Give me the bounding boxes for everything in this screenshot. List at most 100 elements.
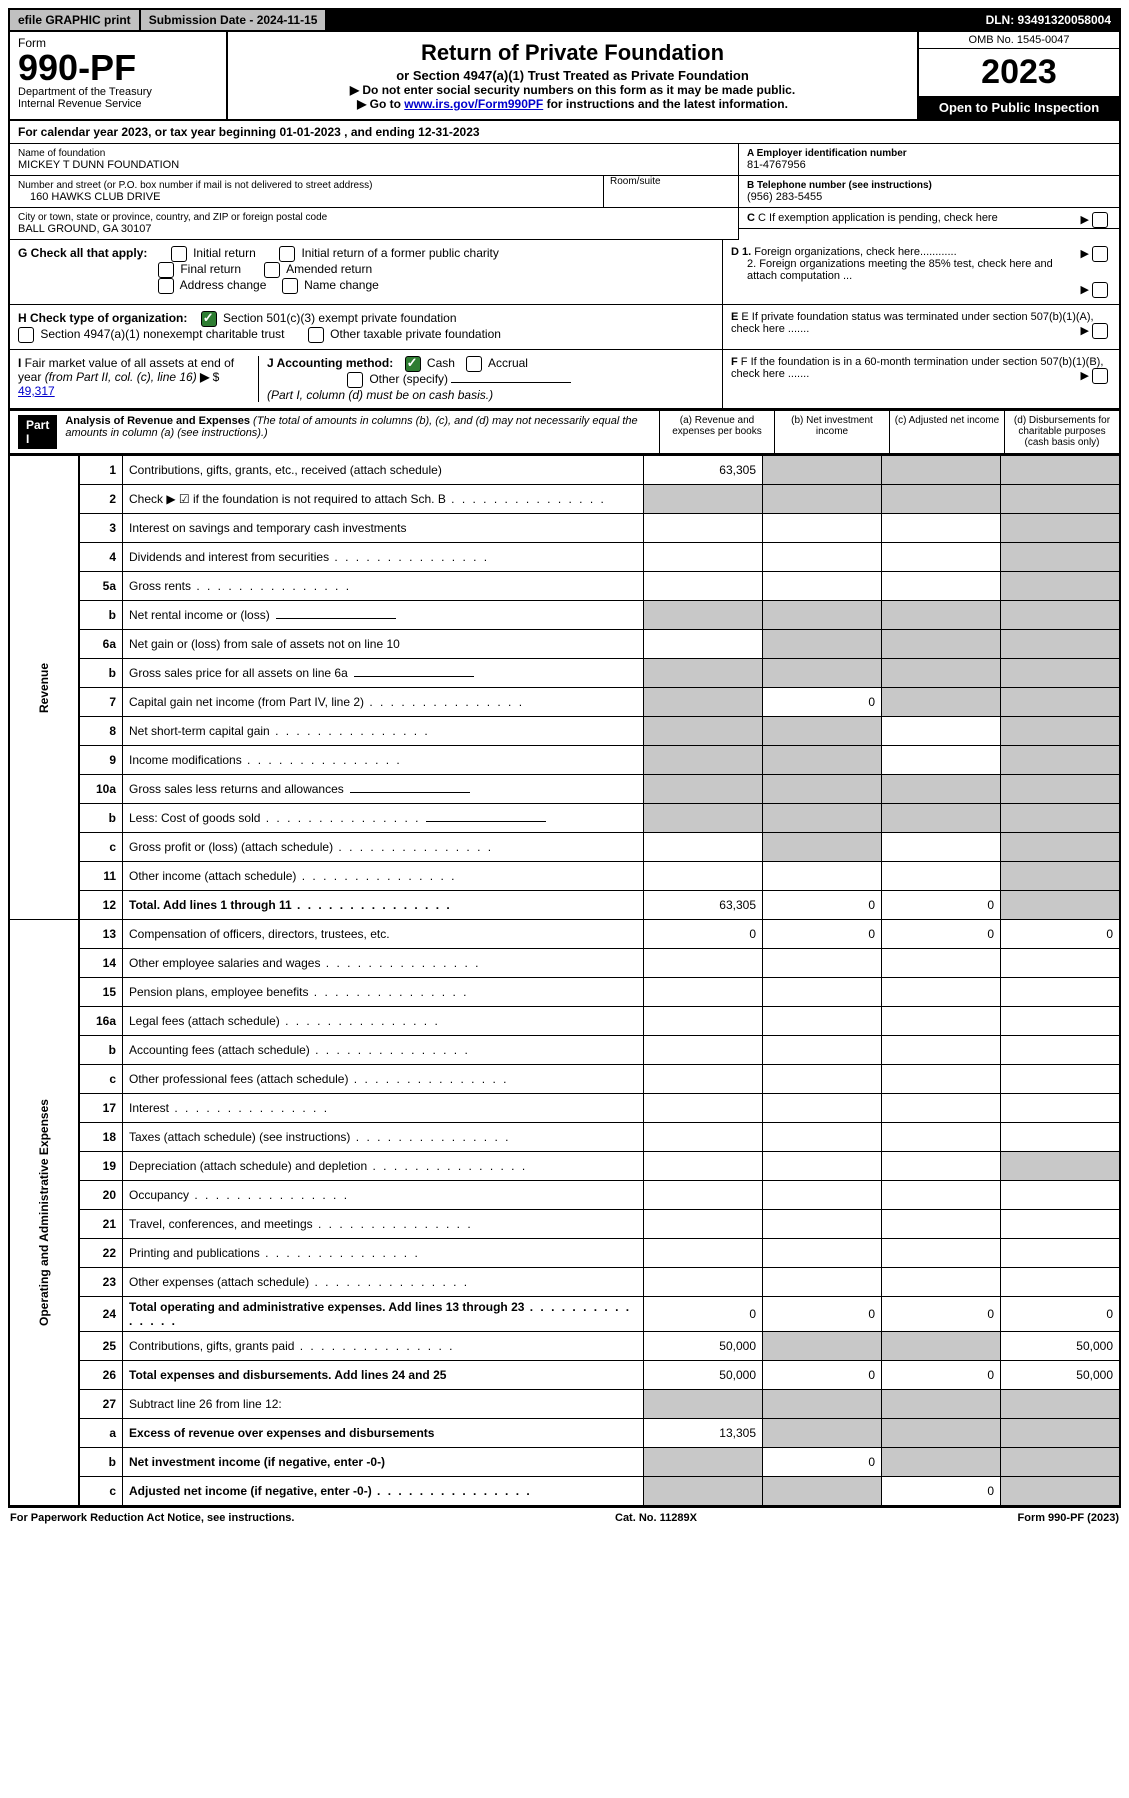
value-cell: 0 <box>882 891 1001 920</box>
value-cell <box>882 456 1001 485</box>
line-number: 25 <box>79 1332 123 1361</box>
value-cell <box>763 1390 882 1419</box>
table-row: bGross sales price for all assets on lin… <box>9 659 1120 688</box>
value-cell <box>882 1210 1001 1239</box>
cash-checkbox[interactable] <box>405 356 421 372</box>
line-number: 9 <box>79 746 123 775</box>
value-cell: 50,000 <box>644 1332 763 1361</box>
line-desc: Depreciation (attach schedule) and deple… <box>123 1152 644 1181</box>
line-number: b <box>79 1448 123 1477</box>
line-desc: Dividends and interest from securities <box>123 543 644 572</box>
value-cell <box>644 833 763 862</box>
value-cell <box>882 1268 1001 1297</box>
value-cell <box>644 688 763 717</box>
value-cell <box>644 630 763 659</box>
value-cell <box>644 1036 763 1065</box>
value-cell <box>763 717 882 746</box>
value-cell <box>1001 1065 1121 1094</box>
f-checkbox[interactable] <box>1092 368 1108 384</box>
table-row: 12Total. Add lines 1 through 1163,30500 <box>9 891 1120 920</box>
initial-former-checkbox[interactable] <box>279 246 295 262</box>
d1-checkbox[interactable] <box>1092 246 1108 262</box>
line-desc: Total. Add lines 1 through 11 <box>123 891 644 920</box>
part1-table: Revenue1Contributions, gifts, grants, et… <box>8 455 1121 1506</box>
line-desc: Net short-term capital gain <box>123 717 644 746</box>
value-cell <box>1001 1210 1121 1239</box>
line-desc: Compensation of officers, directors, tru… <box>123 920 644 949</box>
accrual-checkbox[interactable] <box>466 356 482 372</box>
final-return-checkbox[interactable] <box>158 262 174 278</box>
value-cell <box>882 688 1001 717</box>
value-cell <box>644 485 763 514</box>
line-number: b <box>79 804 123 833</box>
value-cell <box>1001 456 1121 485</box>
value-cell <box>763 1123 882 1152</box>
table-row: Revenue1Contributions, gifts, grants, et… <box>9 456 1120 485</box>
value-cell <box>882 746 1001 775</box>
4947a1-checkbox[interactable] <box>18 327 34 343</box>
table-row: 20Occupancy <box>9 1181 1120 1210</box>
other-method-checkbox[interactable] <box>347 372 363 388</box>
value-cell <box>1001 1094 1121 1123</box>
value-cell <box>644 949 763 978</box>
form-ref: Form 990-PF (2023) <box>1018 1512 1119 1524</box>
form990pf-link[interactable]: www.irs.gov/Form990PF <box>404 97 543 111</box>
value-cell <box>1001 630 1121 659</box>
value-cell <box>644 717 763 746</box>
name-change-checkbox[interactable] <box>282 278 298 294</box>
address-change-checkbox[interactable] <box>158 278 174 294</box>
c-checkbox[interactable] <box>1092 212 1108 228</box>
value-cell <box>763 1007 882 1036</box>
value-cell <box>882 1181 1001 1210</box>
amended-return-checkbox[interactable] <box>264 262 280 278</box>
value-cell: 0 <box>882 1361 1001 1390</box>
value-cell <box>763 514 882 543</box>
line-desc: Accounting fees (attach schedule) <box>123 1036 644 1065</box>
501c3-checkbox[interactable] <box>201 311 217 327</box>
d2-checkbox[interactable] <box>1092 282 1108 298</box>
value-cell <box>763 1181 882 1210</box>
city-cell: City or town, state or province, country… <box>10 208 738 240</box>
line-number: c <box>79 1065 123 1094</box>
table-row: 16aLegal fees (attach schedule) <box>9 1007 1120 1036</box>
value-cell <box>1001 1390 1121 1419</box>
e-checkbox[interactable] <box>1092 323 1108 339</box>
value-cell <box>763 746 882 775</box>
initial-return-checkbox[interactable] <box>171 246 187 262</box>
value-cell: 63,305 <box>644 456 763 485</box>
line-desc: Taxes (attach schedule) (see instruction… <box>123 1123 644 1152</box>
value-cell <box>644 1123 763 1152</box>
efile-print-button[interactable]: efile GRAPHIC print <box>10 10 141 30</box>
value-cell <box>882 601 1001 630</box>
value-cell <box>882 1332 1001 1361</box>
submission-date: Submission Date - 2024-11-15 <box>141 10 326 30</box>
other-taxable-checkbox[interactable] <box>308 327 324 343</box>
line-desc: Travel, conferences, and meetings <box>123 1210 644 1239</box>
value-cell <box>644 746 763 775</box>
value-cell: 50,000 <box>1001 1332 1121 1361</box>
value-cell <box>1001 688 1121 717</box>
table-row: 3Interest on savings and temporary cash … <box>9 514 1120 543</box>
exemption-pending-cell: C C If exemption application is pending,… <box>739 208 1119 229</box>
value-cell <box>1001 1268 1121 1297</box>
value-cell: 50,000 <box>644 1361 763 1390</box>
table-row: 24Total operating and administrative exp… <box>9 1297 1120 1332</box>
line-number: a <box>79 1419 123 1448</box>
table-row: 17Interest <box>9 1094 1120 1123</box>
value-cell <box>882 1094 1001 1123</box>
telephone-cell: B Telephone number (see instructions) (9… <box>739 176 1119 208</box>
value-cell <box>763 1094 882 1123</box>
value-cell <box>644 1181 763 1210</box>
line-desc: Check ▶ ☑ if the foundation is not requi… <box>123 485 644 514</box>
form-title: Return of Private Foundation <box>234 40 911 66</box>
line-desc: Less: Cost of goods sold <box>123 804 644 833</box>
value-cell <box>763 1332 882 1361</box>
line-number: 3 <box>79 514 123 543</box>
line-number: 5a <box>79 572 123 601</box>
line-number: 21 <box>79 1210 123 1239</box>
value-cell: 0 <box>882 1297 1001 1332</box>
fmv-link[interactable]: 49,317 <box>18 384 55 398</box>
table-row: aExcess of revenue over expenses and dis… <box>9 1419 1120 1448</box>
value-cell <box>1001 659 1121 688</box>
value-cell <box>644 1390 763 1419</box>
